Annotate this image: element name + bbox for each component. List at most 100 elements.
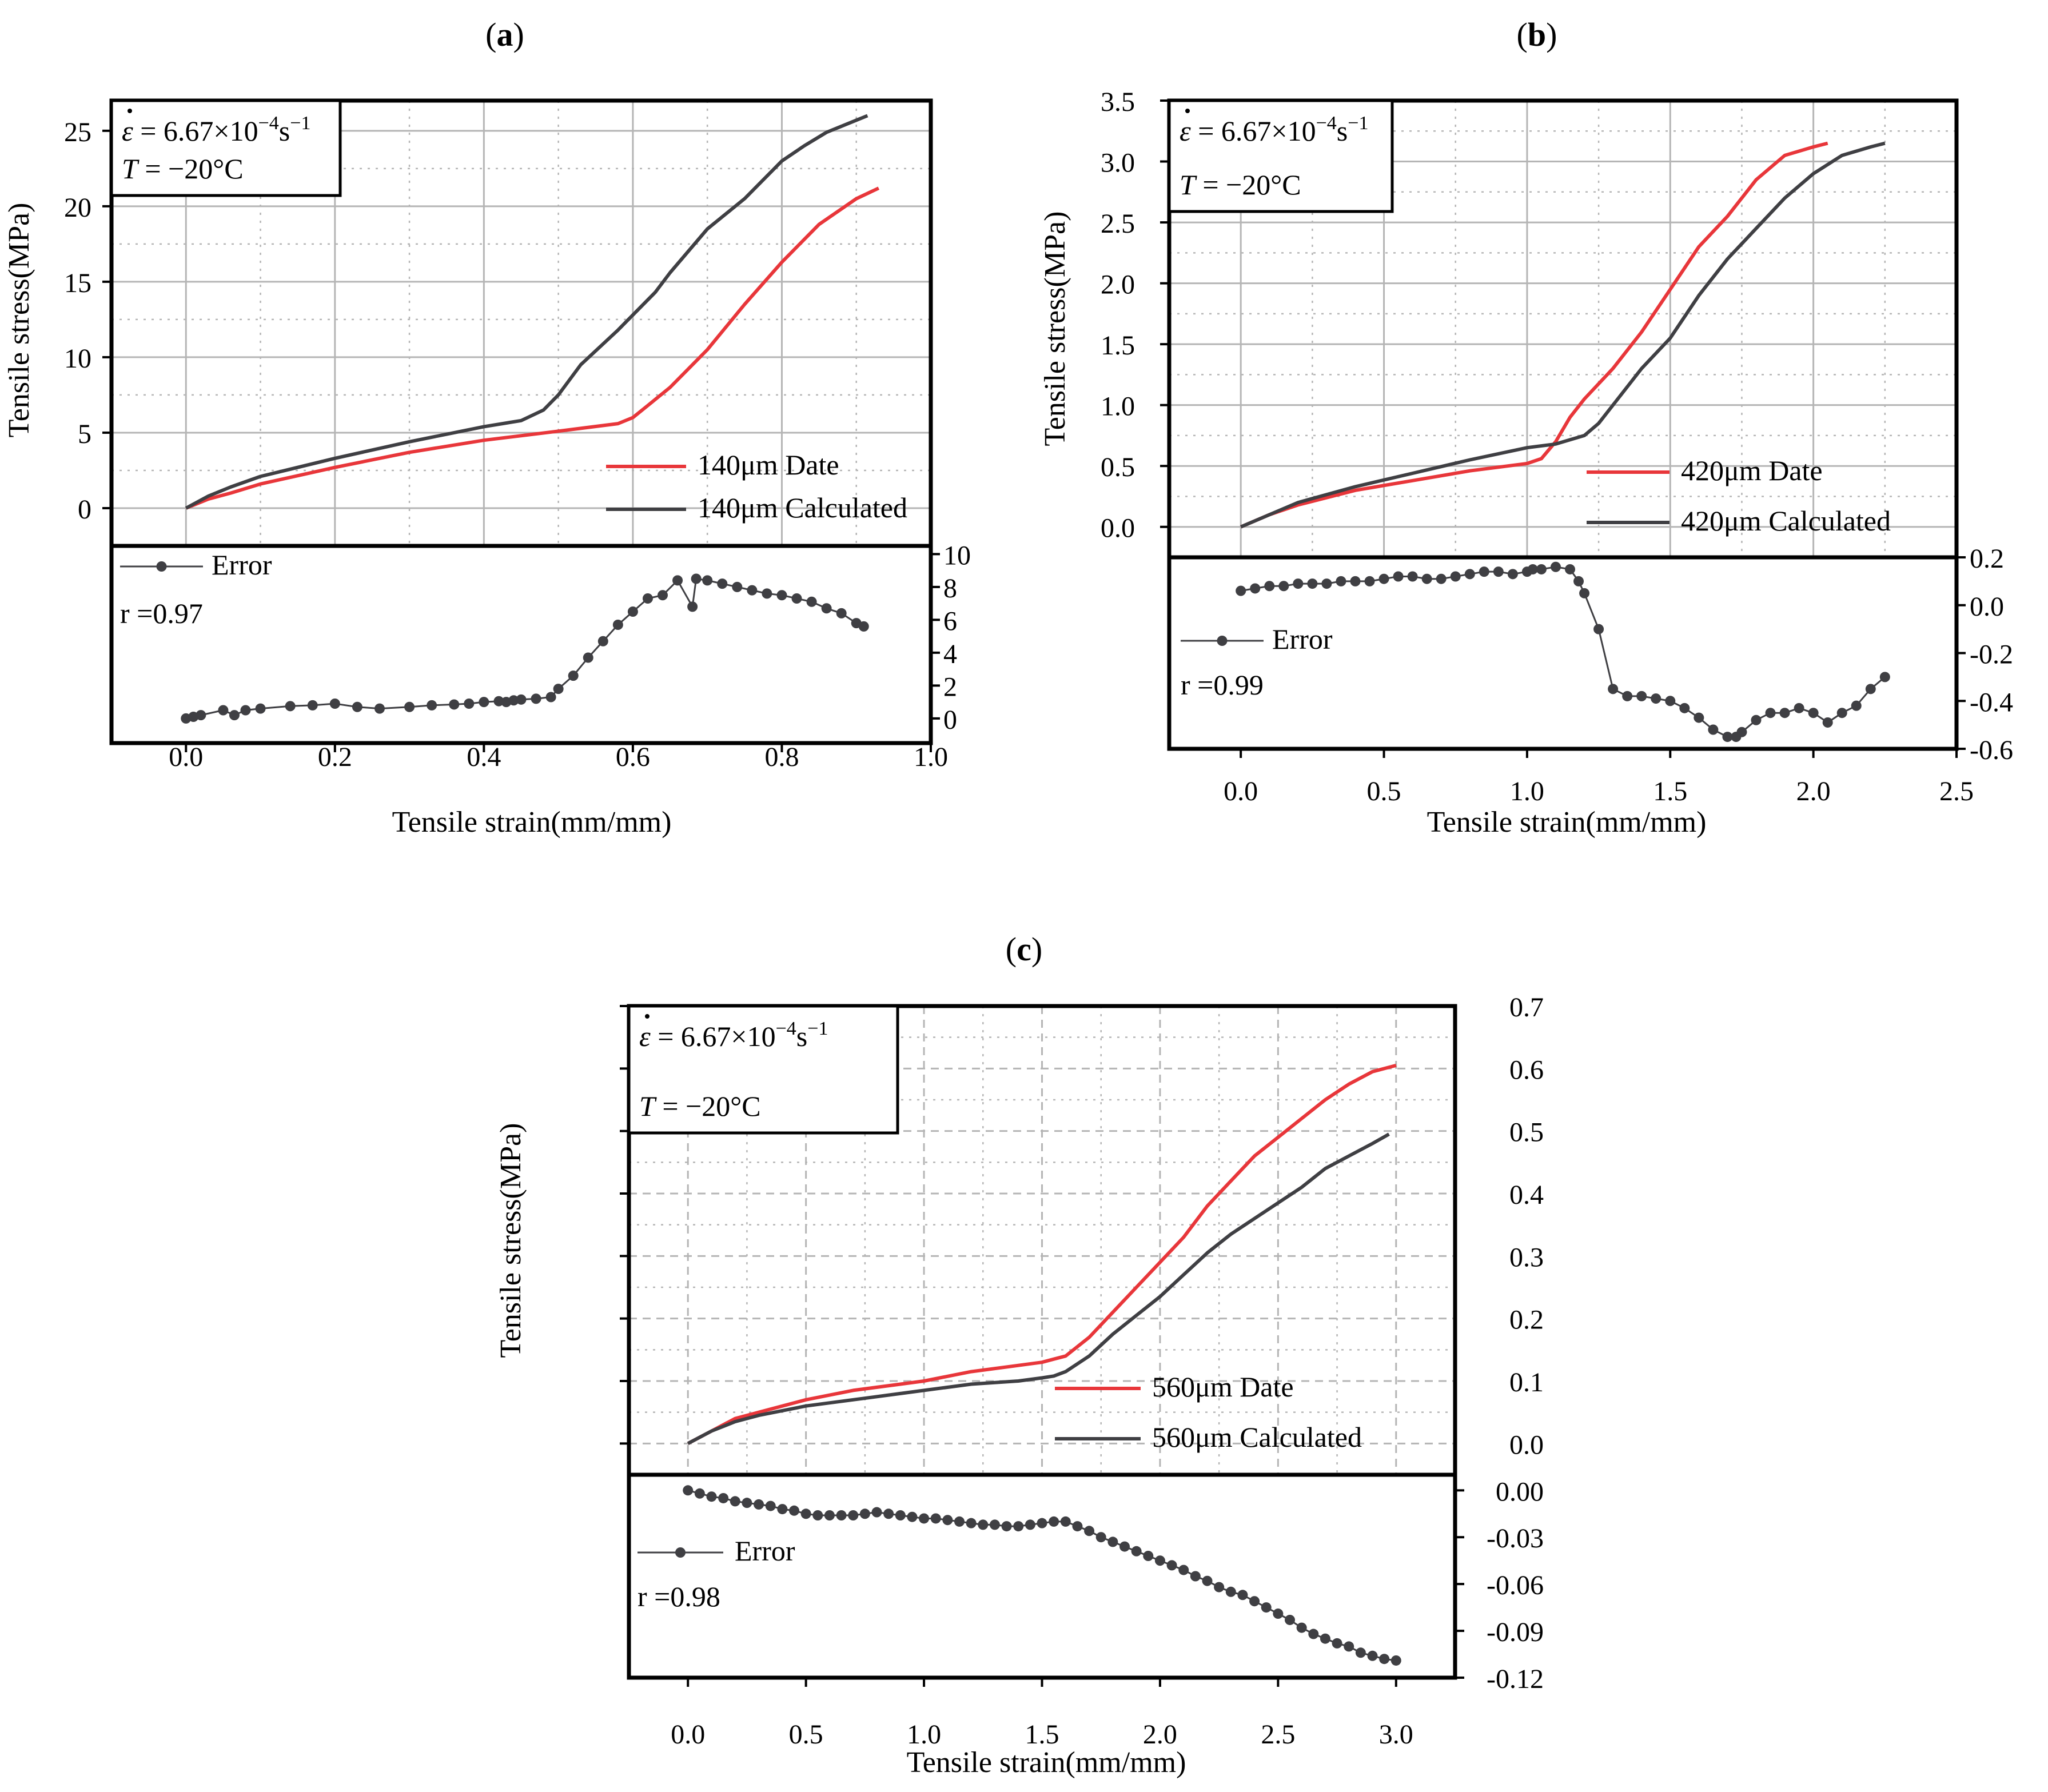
error-point (516, 694, 527, 705)
y-tick-label: 0.6 (1509, 1055, 1544, 1085)
legend-label-calculated: 420μm Calculated (1681, 505, 1891, 537)
error-point (718, 1492, 729, 1503)
error-point (464, 699, 475, 709)
panel-label: (b) (1517, 16, 1557, 53)
x-tick-label: 1.0 (1510, 776, 1544, 807)
error-point (1320, 1633, 1330, 1644)
error-legend-label: Error (212, 549, 272, 581)
error-point (776, 590, 787, 601)
strain-rate-exponent: −4 (776, 1018, 796, 1039)
legend-label-calculated: 140μm Calculated (698, 492, 907, 524)
error-point (691, 573, 702, 584)
error-point (824, 1510, 835, 1520)
error-point (1049, 1516, 1059, 1527)
error-point (1794, 703, 1804, 713)
panel-label-open: ( (1006, 931, 1017, 968)
series-line-calculated (185, 114, 868, 510)
error-point (1407, 571, 1418, 582)
legend-label-data: 560μm Date (1152, 1371, 1294, 1403)
error-point (218, 705, 229, 716)
legend-label-data: 140μm Date (698, 449, 839, 481)
error-point (1493, 566, 1504, 577)
error-point (1527, 564, 1538, 574)
error-point (836, 1510, 847, 1520)
error-y-tick-label: 8 (943, 573, 957, 604)
error-point (848, 1510, 859, 1520)
series-line-data (687, 1063, 1397, 1445)
panel-b: (b) 0.0 0.5 1.0 1.5 2.0 2.5 3.0 3.5 0.0 0.5 1.0 1.5 2… (1039, 16, 2013, 839)
strain-rate-unit: s (279, 115, 290, 147)
error-point (553, 684, 564, 695)
error-point (1344, 1641, 1354, 1652)
error-point (1379, 1654, 1390, 1665)
error-point (427, 700, 437, 711)
panel-label-close: ) (1031, 931, 1042, 968)
annotation-temperature: T = −20°C (1180, 169, 1301, 201)
error-point (859, 1508, 870, 1519)
error-point (612, 620, 623, 630)
annotation-temperature: T = −20°C (639, 1090, 761, 1122)
error-point (1296, 1622, 1307, 1633)
error-point (1450, 571, 1461, 582)
error-point (329, 699, 340, 709)
annotation-strain-rate: ε = 6.67×10−4s−1 (639, 1018, 828, 1052)
annotation-box (1168, 99, 1394, 213)
error-point (1436, 573, 1447, 584)
error-point (1694, 712, 1704, 723)
annotation-strain-rate: ε = 6.67×10−4s−1 (122, 113, 310, 147)
error-point (1565, 564, 1576, 574)
correlation-label: r =0.99 (1181, 669, 1264, 701)
error-point (1679, 703, 1690, 713)
series-line-calculated (687, 1132, 1390, 1445)
x-tick-label: 2.5 (1261, 1719, 1295, 1750)
error-point (1350, 576, 1361, 586)
error-point (1131, 1546, 1142, 1556)
error-point (789, 1505, 799, 1516)
error-point (352, 701, 362, 712)
x-axis-label: Tensile strain(mm/mm) (907, 1746, 1186, 1779)
error-point (1225, 1586, 1236, 1597)
error-point (791, 593, 802, 604)
error-point (1308, 1629, 1319, 1639)
error-point (658, 590, 668, 601)
error-point (568, 670, 579, 681)
error-point (1249, 1596, 1260, 1607)
error-point (583, 652, 593, 663)
error-point (1879, 672, 1890, 683)
error-point (1166, 1560, 1177, 1571)
error-point (1013, 1521, 1024, 1532)
error-point (806, 596, 817, 607)
error-point (1579, 588, 1590, 598)
y-tick-label: 20 (64, 193, 91, 223)
correlation-label: r =0.97 (120, 597, 203, 629)
annotation-strain-rate: ε = 6.67×10−4s−1 (1180, 113, 1368, 147)
strain-rate-value: = 6.67×10 (651, 1020, 776, 1052)
x-tick-label: 0.2 (318, 742, 352, 772)
error-point (1202, 1575, 1213, 1586)
error-point (1421, 573, 1432, 584)
error-point (1708, 724, 1719, 735)
error-point (777, 1504, 788, 1515)
x-tick-label: 0.0 (1224, 776, 1258, 807)
error-point (1332, 1638, 1342, 1649)
error-point (672, 575, 683, 586)
error-point (196, 710, 206, 721)
error-point (1464, 569, 1475, 580)
temperature-symbol: T (122, 153, 140, 185)
error-point (821, 603, 832, 614)
y-tick-label: 3.5 (1101, 87, 1135, 117)
y-axis-label: Tensile stress(MPa) (1039, 211, 1071, 446)
error-point (1250, 583, 1261, 594)
error-point (800, 1508, 811, 1519)
temperature-value: = −20°C (138, 153, 244, 185)
y-tick-label: 10 (64, 344, 91, 374)
error-point (255, 703, 266, 714)
error-point (1060, 1516, 1071, 1527)
error-y-tick-label: 10 (943, 540, 971, 570)
y-tick-label: 2.5 (1101, 209, 1135, 239)
error-point (702, 575, 713, 586)
x-tick-label: 0.5 (1367, 776, 1401, 807)
series-line-data (185, 186, 880, 510)
strain-rate-symbol: ε (1180, 115, 1191, 147)
error-point (545, 692, 556, 703)
